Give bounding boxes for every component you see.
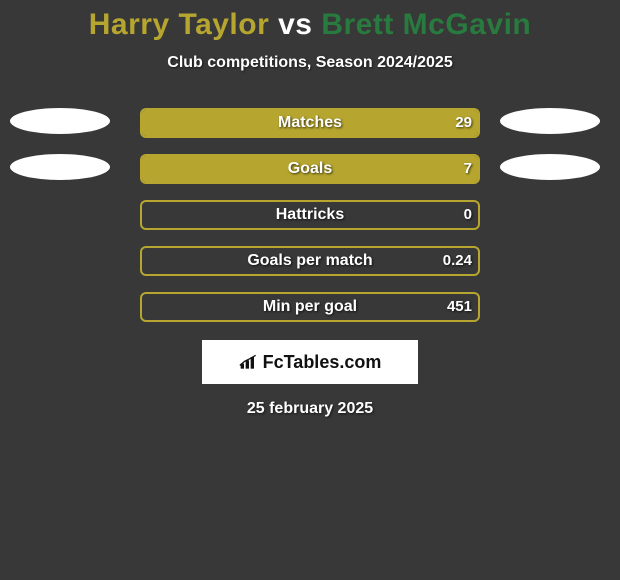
- player1-avatar: [10, 154, 110, 180]
- vs-text: vs: [278, 8, 312, 41]
- brand-box: FcTables.com: [202, 340, 418, 384]
- subtitle: Club competitions, Season 2024/2025: [0, 54, 620, 72]
- barchart-icon: [239, 353, 259, 371]
- bar-track: [140, 292, 480, 322]
- brand-label: FcTables.com: [263, 352, 382, 373]
- stat-row: Min per goal451: [0, 292, 620, 322]
- stat-row: Hattricks0: [0, 200, 620, 230]
- player1-name: Harry Taylor: [89, 8, 270, 41]
- bar-fill: [142, 156, 478, 182]
- player2-avatar: [500, 154, 600, 180]
- stat-row: Goals per match0.24: [0, 246, 620, 276]
- player1-avatar: [10, 108, 110, 134]
- comparison-chart: Matches29 Goals7 Hattricks0 Goals per match…: [0, 108, 620, 322]
- date: 25 february 2025: [0, 400, 620, 418]
- brand: FcTables.com: [239, 352, 382, 373]
- bar-fill: [142, 110, 478, 136]
- bar-track: [140, 200, 480, 230]
- bar-track: [140, 108, 480, 138]
- stat-row: Goals7: [0, 154, 620, 184]
- page-title: Harry Taylor vs Brett McGavin: [0, 0, 620, 42]
- player2-avatar: [500, 108, 600, 134]
- stat-row: Matches29: [0, 108, 620, 138]
- player2-name: Brett McGavin: [321, 8, 531, 41]
- bar-track: [140, 154, 480, 184]
- bar-track: [140, 246, 480, 276]
